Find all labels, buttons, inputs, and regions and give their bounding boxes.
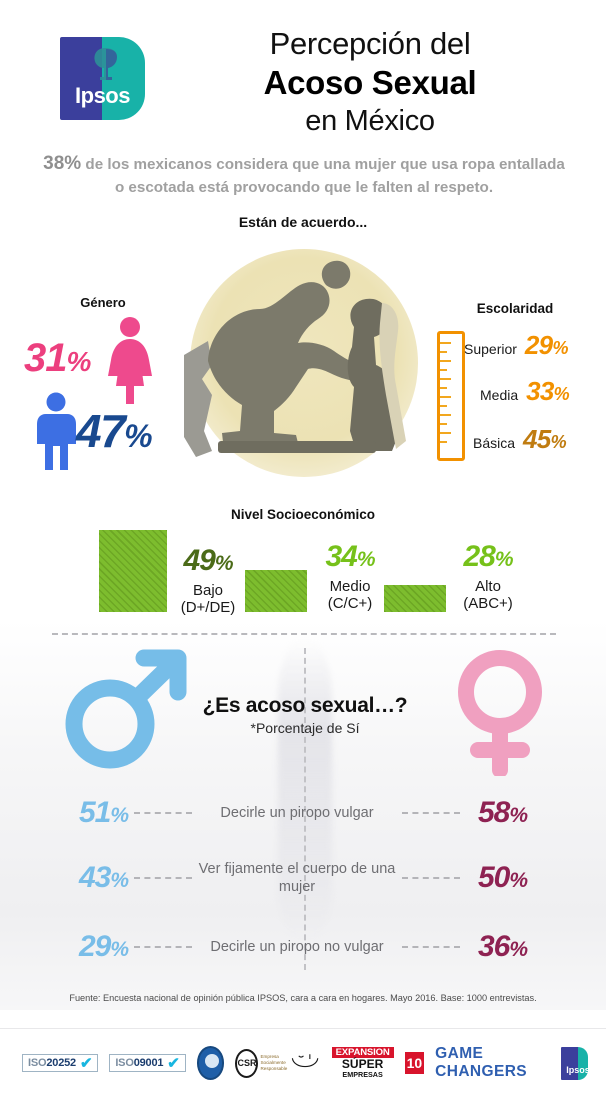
socioeconomic-value-0: 49% — [183, 544, 233, 577]
socioeconomic-section-label: Nivel Socioeconómico — [230, 507, 376, 522]
comparison-row-1: 43% Ver fijamente el cuerpo de una mujer… — [0, 860, 606, 896]
socioeconomic-text-bajo: 49% Bajo (D+/DE) — [166, 544, 250, 617]
education-row-media: Media 33% — [480, 376, 570, 407]
comparison-label-1: Ver fijamente el cuerpo de una mujer — [198, 861, 396, 895]
education-name-2: Básica — [473, 435, 516, 451]
education-section-label: Escolaridad — [476, 301, 554, 316]
connector-right-1 — [402, 877, 460, 879]
connector-right-2 — [402, 946, 460, 948]
vertical-divider — [304, 648, 306, 970]
socioeconomic-value-2: 28% — [463, 540, 513, 573]
socioeconomic-value-1: 34% — [325, 540, 375, 573]
footer: ISO20252 ✔ ISO09001 ✔ CSR Empresa Socialm… — [0, 1028, 606, 1095]
socioeconomic-name-0: Bajo (D+/DE) — [180, 582, 236, 616]
horizontal-divider — [52, 633, 556, 635]
esr-text: Empresa Socialmente Responsable — [260, 1054, 288, 1071]
logo-wordmark: Ipsos — [75, 83, 130, 108]
comparison-question-subtitle: *Porcentaje de Sí — [250, 720, 360, 736]
socioeconomic-name-2: Alto (ABC+) — [463, 578, 513, 612]
comparison-row-2: 29% Decirle un piropo no vulgar 36% — [0, 930, 606, 964]
education-row-basica: Básica 45% — [473, 424, 567, 455]
education-row-superior: Superior 29% — [464, 330, 568, 361]
check-icon: ✔ — [79, 1054, 93, 1072]
comparison-female-value-0: 58% — [478, 796, 528, 829]
education-name-0: Superior — [464, 341, 517, 357]
socioeconomic-name-1: Medio (C/C+) — [327, 578, 373, 612]
comparison-label-2: Decirle un piropo no vulgar — [210, 939, 384, 955]
connector-left-2 — [134, 946, 192, 948]
title-line-1: Percepción del — [269, 26, 471, 61]
female-pictogram-icon — [108, 317, 152, 404]
comparison-question: ¿Es acoso sexual…? *Porcentaje de Sí — [170, 694, 440, 736]
iso20252-label: ISO20252 — [28, 1057, 76, 1069]
harassment-illustration — [178, 245, 428, 495]
circular-seal-icon — [196, 1046, 225, 1080]
gender-section-label: Género — [80, 295, 126, 310]
comparison-male-value-1: 43% — [78, 861, 129, 894]
iso20252-badge: ISO20252 ✔ — [22, 1054, 99, 1072]
silhouette-figures-icon — [184, 260, 406, 457]
header: Ipsos Percepción del Acoso Sexual en Méx… — [0, 0, 606, 150]
socioeconomic-bar-bajo — [99, 530, 167, 612]
education-value-2: 45% — [523, 424, 567, 454]
title-line-2: Acoso Sexual — [263, 64, 477, 101]
footer-logo-wordmark: Ipsos — [566, 1064, 588, 1075]
footer-badges: ISO20252 ✔ ISO09001 ✔ CSR Empresa Socialm… — [22, 1041, 588, 1085]
socioeconomic-bar-medio — [245, 570, 307, 612]
esr-badge: CSR Empresa Socialmente Responsable — [235, 1048, 287, 1078]
ipsos-logo: Ipsos — [60, 37, 145, 120]
comparison-male-value-0: 51% — [78, 796, 129, 829]
connector-right-0 — [402, 812, 460, 814]
check-icon: ✔ — [167, 1054, 180, 1072]
expansion-empresas: EMPRESAS — [342, 1070, 383, 1079]
iso9001-badge: ISO09001 ✔ — [109, 1054, 186, 1072]
socioeconomic-bar-alto — [384, 585, 446, 612]
source-note: Fuente: Encuesta nacional de opinión púb… — [69, 993, 537, 1003]
expansion-title: EXPANSION — [331, 1047, 394, 1058]
male-pictogram-icon — [37, 392, 76, 470]
socioeconomic-text-alto: 28% Alto (ABC+) — [446, 540, 530, 613]
intro-highlight-value: 38% — [43, 153, 82, 174]
intro-paragraph: 38% de los mexicanos considera que una m… — [38, 152, 570, 199]
page-title: Percepción del Acoso Sexual en México — [170, 25, 570, 139]
mars-symbol-icon — [65, 649, 187, 769]
footer-logo-left — [561, 1046, 579, 1080]
comparison-female-value-1: 50% — [478, 861, 528, 894]
logo-face-icon — [94, 48, 117, 80]
expansion-super: SÚPER — [341, 1057, 384, 1071]
comparison-question-main: ¿Es acoso sexual…? — [202, 694, 408, 717]
education-value-1: 33% — [526, 376, 570, 406]
gender-female-value: 31% — [24, 336, 91, 380]
smile-icon — [292, 1054, 319, 1068]
esr-ring-icon: CSR — [235, 1048, 259, 1078]
iso9001-label: ISO09001 — [115, 1057, 164, 1069]
venus-symbol-icon — [458, 650, 542, 776]
title-line-3: en México — [305, 105, 435, 137]
comparison-row-0: 51% Decirle un piropo vulgar 58% — [0, 796, 606, 830]
expansion-badge: EXPANSION SÚPER EMPRESAS — [331, 1047, 394, 1079]
education-value-0: 29% — [524, 330, 569, 360]
connector-left-1 — [134, 877, 192, 879]
footer-ipsos-logo: Ipsos — [561, 1046, 588, 1080]
socioeconomic-text-medio: 34% Medio (C/C+) — [308, 540, 392, 613]
comparison-male-value-2: 29% — [78, 930, 129, 963]
expansion-anniversary: 10 — [404, 1052, 425, 1074]
agree-section-label: Están de acuerdo... — [238, 214, 368, 230]
comparison-female-value-2: 36% — [478, 930, 528, 963]
gender-male-value: 47% — [76, 405, 153, 457]
logo-left-panel — [60, 37, 102, 120]
comparison-label-0: Decirle un piropo vulgar — [220, 805, 374, 821]
education-name-1: Media — [480, 387, 519, 403]
ruler-icon — [437, 331, 465, 461]
connector-left-0 — [134, 812, 192, 814]
game-changers-text: GAME CHANGERS — [435, 1045, 528, 1080]
footer-logo-right — [578, 1046, 588, 1080]
intro-body-text: de los mexicanos considera que una mujer… — [81, 156, 565, 196]
